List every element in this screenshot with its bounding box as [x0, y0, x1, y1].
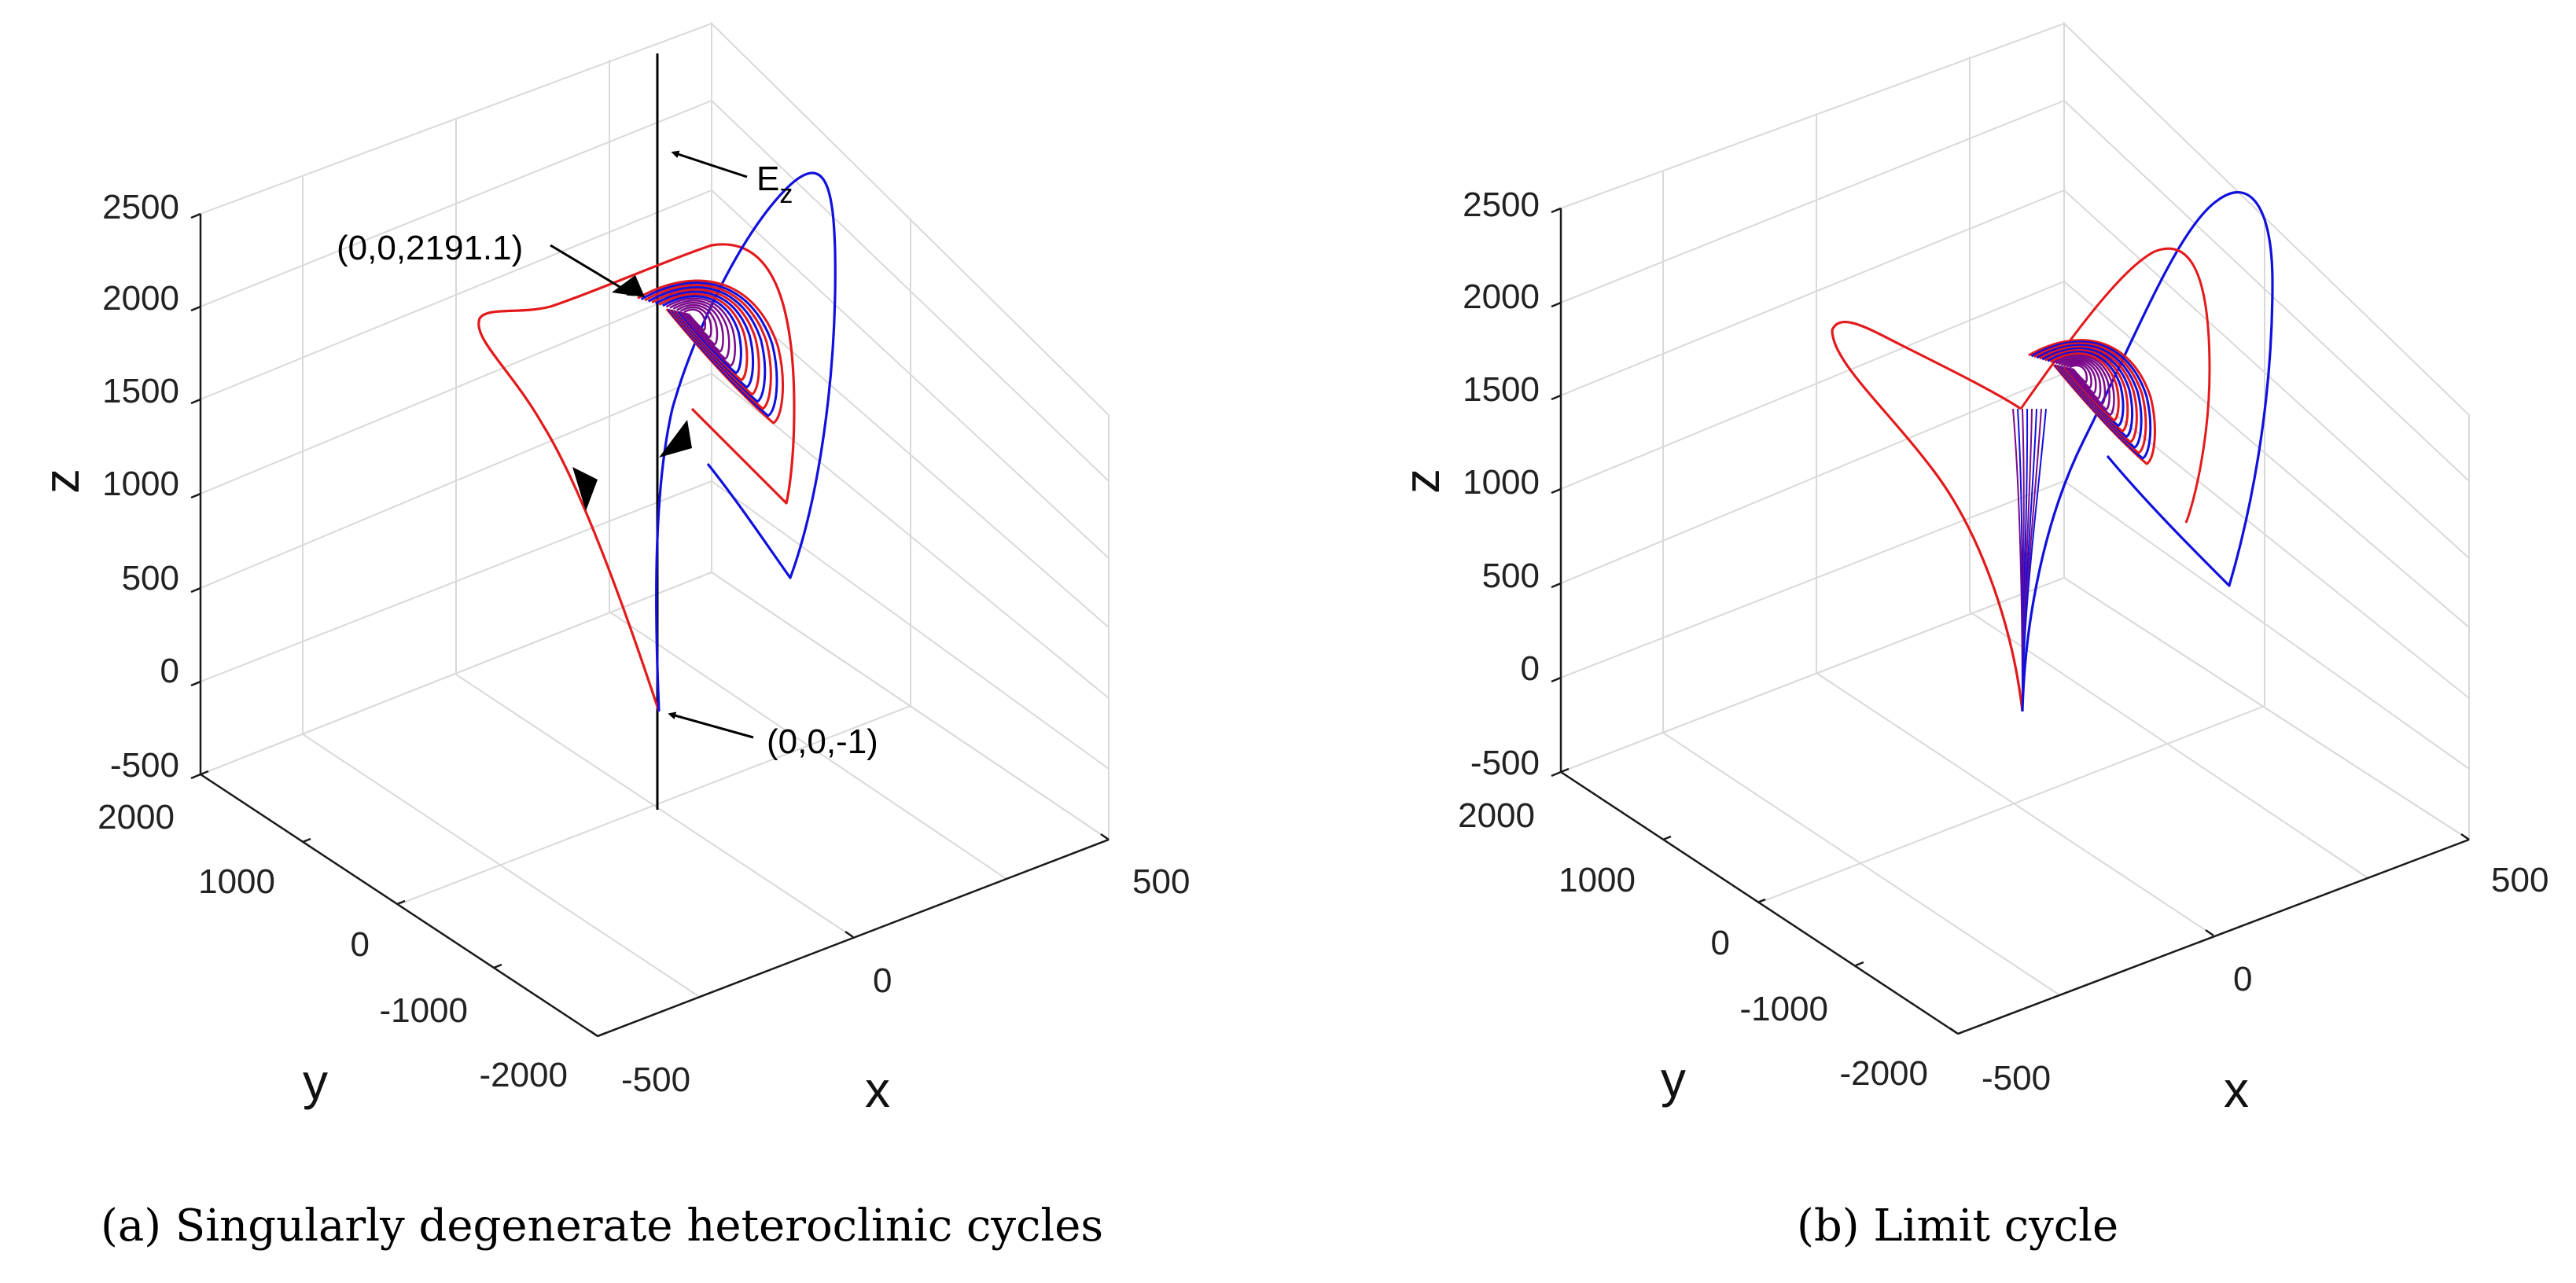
y-tick: 0 — [351, 925, 370, 964]
x-tick: 500 — [1132, 862, 1190, 901]
flow-arrow-red — [572, 467, 598, 511]
panel-a-z-ticklabels: -500 0 500 1000 1500 2000 2500 — [102, 188, 179, 785]
z-tick: 1500 — [102, 372, 179, 410]
orbit-loop — [637, 279, 785, 425]
z-tick: 1000 — [1463, 463, 1540, 502]
panel-a-caption: (a) Singularly degenerate heteroclinic c… — [101, 1200, 1103, 1252]
y-tick: 2000 — [98, 798, 175, 836]
orbit-loop — [647, 285, 767, 403]
panel-a-y-ticklabels: -2000 -1000 0 1000 2000 — [98, 798, 568, 1094]
red-orbit — [1831, 320, 2024, 712]
arrow-ez — [671, 150, 748, 178]
panel-b-y-ticklabels: -2000 -1000 0 1000 2000 — [1458, 796, 1928, 1093]
panel-b-trajectories — [1831, 191, 2274, 712]
panel-b-axes — [1551, 207, 2470, 1035]
arrow-fixed-point-bottom — [668, 711, 754, 739]
z-tick: 2000 — [1463, 278, 1540, 316]
orbit-loop — [651, 288, 760, 396]
orbit-loop — [683, 308, 707, 332]
flow-arrow-top — [612, 275, 645, 297]
y-tick: -2000 — [1839, 1054, 1928, 1093]
panel-a-grid — [198, 21, 1111, 1038]
x-axis-label: x — [2224, 1061, 2249, 1118]
blue-orbit — [655, 171, 837, 712]
red-orbit — [477, 243, 796, 712]
orbit-loop — [672, 302, 724, 353]
panel-a: (0,0,2191.1) (0,0,-1) Ez -500 0 500 1000… — [33, 21, 1190, 1252]
z-tick: 0 — [160, 652, 179, 690]
orbit-loop — [665, 297, 737, 367]
y-tick: 1000 — [198, 862, 275, 901]
y-tick: 0 — [1711, 924, 1730, 962]
blue-orbit — [2021, 191, 2274, 712]
panel-a-x-ticklabels: -500 0 500 — [621, 862, 1190, 1099]
z-axis-label: z — [1393, 469, 1450, 494]
orbit-loop — [2069, 364, 2088, 384]
orbit-loop — [658, 292, 749, 382]
z-tick: -500 — [1470, 744, 1540, 782]
y-tick: 1000 — [1558, 861, 1636, 899]
panel-b-z-ticklabels: -500 0 500 1000 1500 2000 2500 — [1463, 186, 1540, 782]
z-tick: 500 — [122, 559, 179, 597]
y-tick: -1000 — [1739, 990, 1828, 1028]
y-tick: -2000 — [479, 1056, 568, 1094]
panel-a-arrows — [550, 150, 754, 739]
z-tick: 500 — [1482, 557, 1540, 595]
orbit-loop — [669, 300, 730, 360]
z-tick: 2000 — [102, 279, 179, 318]
orbit-loop — [661, 295, 742, 375]
z-tick: 1000 — [102, 465, 179, 503]
orbit-loop — [654, 290, 755, 389]
panel-a-trajectories — [477, 171, 837, 712]
z-tick: 2500 — [102, 188, 179, 226]
y-axis-label: y — [1661, 1051, 1686, 1108]
y-tick: -1000 — [379, 991, 468, 1030]
z-tick: -500 — [110, 746, 179, 785]
x-tick: 0 — [2233, 960, 2252, 998]
orbit-loop — [640, 281, 778, 417]
z-axis-label: z — [33, 469, 90, 494]
x-tick: 0 — [873, 961, 892, 1000]
orbit-loop — [679, 306, 712, 339]
red-orbit — [2019, 247, 2211, 524]
y-tick: 2000 — [1458, 796, 1535, 835]
orbit-loop — [676, 303, 719, 346]
label-ez: Ez — [756, 160, 793, 209]
panel-b-caption: (b) Limit cycle — [1797, 1200, 2118, 1252]
y-axis-label: y — [303, 1053, 328, 1110]
panel-b-x-ticklabels: -500 0 500 — [1982, 861, 2548, 1097]
funnel-line — [2022, 408, 2047, 712]
panel-a-flow-arrowheads — [572, 275, 692, 511]
orbit-loop — [644, 284, 772, 410]
x-tick: -500 — [1982, 1059, 2051, 1097]
panel-b: -500 0 500 1000 1500 2000 2500 -2000 -10… — [1393, 21, 2548, 1252]
x-tick: -500 — [621, 1061, 690, 1099]
flow-arrow-blue — [659, 420, 692, 458]
annotation-top-fixed-point: (0,0,2191.1) — [337, 229, 523, 267]
panel-a-axes — [190, 212, 1110, 1038]
x-axis-label: x — [865, 1061, 890, 1118]
z-tick: 0 — [1521, 649, 1540, 688]
arrow-fixed-point-top — [550, 244, 635, 296]
z-tick: 2500 — [1463, 186, 1540, 224]
panel-b-grid — [1558, 21, 2471, 1035]
x-tick: 500 — [2491, 861, 2548, 899]
z-tick: 1500 — [1463, 370, 1540, 409]
annotation-bottom-fixed-point: (0,0,-1) — [767, 722, 878, 761]
